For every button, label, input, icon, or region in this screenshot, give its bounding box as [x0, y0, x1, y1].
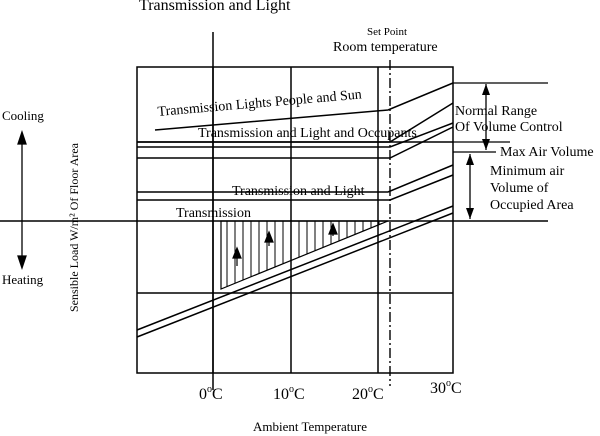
y-axis-label: Sensible Load W/m² Of Floor Area	[67, 142, 81, 312]
max-air-volume-label: Max Air Volume	[500, 145, 594, 160]
label-transmission-light-occupants: Transmission and Light and Occupants	[198, 126, 417, 141]
min-air-line1: Minimum air	[490, 164, 565, 179]
min-air-line2: Volume of	[490, 181, 549, 196]
curve-transmission	[136, 205, 454, 338]
normal-range-line1: Normal Range	[455, 104, 538, 119]
x-tick-30: 30oC	[430, 378, 462, 397]
label-transmission-light: Transmission and Light	[232, 184, 365, 199]
min-air-line3: Occupied Area	[490, 198, 574, 213]
cooling-heating-arrow	[17, 129, 27, 271]
normal-range-line2: Of Volume Control	[455, 120, 563, 135]
x-axis-label: Ambient Temperature	[253, 419, 368, 434]
curve-transmission-lights-people-sun	[137, 82, 454, 143]
hatched-region	[220, 220, 389, 290]
curve-transmission-light	[137, 164, 454, 201]
set-point-label: Set Point	[367, 26, 408, 38]
x-tick-10: 10oC	[273, 384, 305, 403]
label-transmission: Transmission	[176, 206, 251, 221]
heating-label: Heating	[2, 272, 44, 287]
cooling-label: Cooling	[2, 108, 44, 123]
diagram-title: Transmission and Light	[139, 0, 291, 14]
curve-transmission-light-occupants	[137, 122, 454, 159]
region-arrows	[232, 222, 338, 266]
x-tick-0: 0oC	[199, 384, 223, 403]
right-arrowheads	[466, 84, 490, 219]
x-tick-20: 20oC	[352, 384, 384, 403]
room-temperature-label: Room temperature	[333, 40, 438, 55]
